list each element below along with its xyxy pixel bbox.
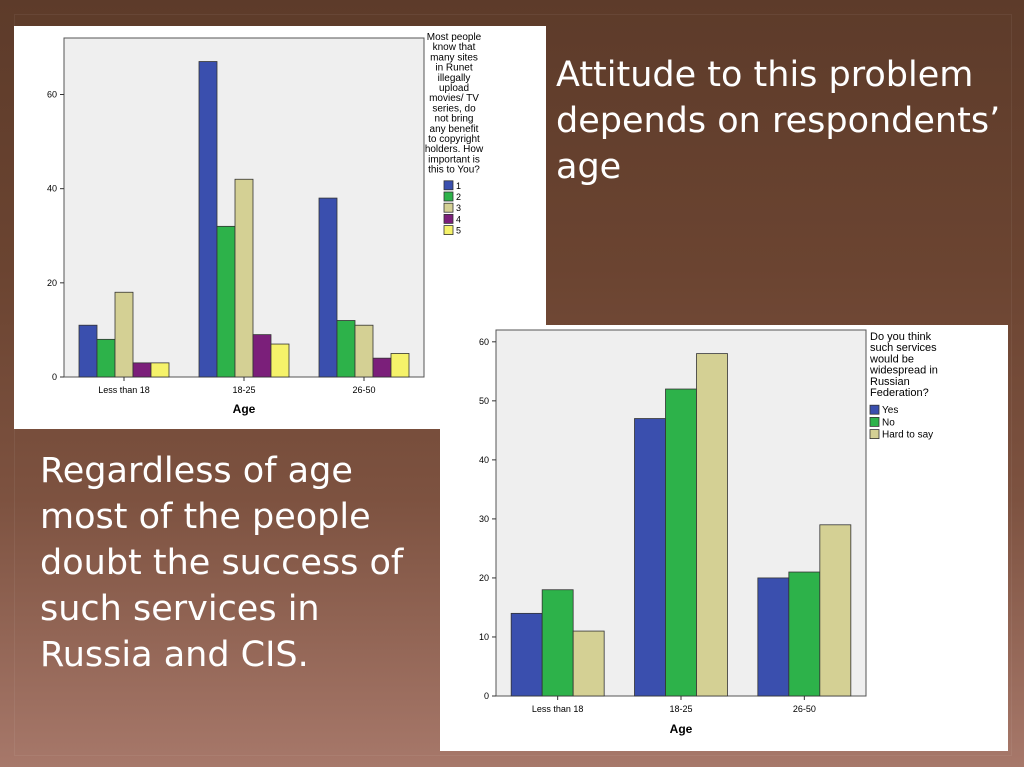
bar [234, 178, 254, 378]
slide-body-text: Regardless of age most of the people dou… [40, 451, 404, 675]
legend-title-line: in Runet [435, 63, 472, 74]
legend-title-line: such services [870, 342, 937, 354]
y-tick-label: 0 [52, 372, 57, 382]
legend-title-line: widespread in [869, 365, 938, 377]
legend-title-line: movies/ TV [429, 93, 479, 104]
bar [336, 320, 356, 378]
legend-title-line: not bring [435, 114, 474, 125]
chart1-svg: 0 20 40 60 Less than 18 18-25 26-50 Age Most peo… [47, 32, 484, 416]
x-tick-label: 18-25 [232, 385, 255, 395]
x-axis-label: Age [670, 722, 693, 736]
bar [372, 357, 392, 378]
bar [78, 324, 98, 378]
legend-swatch [443, 213, 454, 224]
legend-title-line: Do you think [870, 331, 932, 343]
legend-swatch [443, 225, 454, 236]
x-tick-label: 18-25 [669, 704, 692, 714]
bar [572, 630, 605, 697]
bar [757, 577, 790, 697]
bar [634, 418, 666, 697]
legend-swatch [869, 404, 880, 415]
bar [354, 324, 374, 378]
legend-swatch [443, 180, 454, 191]
y-tick-label: 50 [479, 396, 489, 406]
bar [150, 362, 170, 378]
y-tick-label: 0 [484, 691, 489, 701]
bar [541, 589, 574, 697]
bar [114, 291, 134, 378]
legend-swatch [869, 417, 880, 427]
legend-entry: Yes [882, 405, 898, 416]
chart2-svg: 0 10 20 30 40 50 60 Less than 18 18-25 26-50 Age Do… [479, 329, 938, 736]
bar [96, 338, 116, 378]
bar [252, 334, 272, 378]
y-tick-label: 30 [479, 514, 489, 524]
legend-entry: No [882, 417, 895, 428]
legend-swatch [443, 202, 454, 213]
legend-title-line: know that [433, 42, 476, 53]
y-tick-label: 20 [47, 278, 57, 288]
bar [132, 362, 152, 378]
legend-entry: 4 [456, 214, 461, 224]
legend-title-line: to copyright [428, 134, 480, 145]
legend-title-line: series, do [432, 103, 476, 114]
bar [819, 524, 852, 697]
chart-widespread-by-age: 0 10 20 30 40 50 60 Less than 18 18-25 26-50 Age Do… [440, 325, 1008, 751]
legend-swatch [443, 191, 454, 202]
bar [510, 612, 543, 697]
legend-title-line: Russian [870, 376, 910, 388]
bar [318, 197, 338, 378]
y-tick-label: 10 [479, 632, 489, 642]
y-tick-label: 40 [47, 184, 57, 194]
x-tick-label: 26-50 [793, 704, 816, 714]
bar [788, 571, 821, 697]
legend-title-line: any benefit [430, 124, 479, 135]
slide-heading: Attitude to this problem depends on resp… [556, 55, 1001, 187]
legend-entry: 5 [456, 226, 461, 236]
bar [390, 353, 410, 378]
x-axis-label: Age [233, 402, 256, 416]
legend-title-line: many sites [430, 52, 478, 63]
legend-title-line: would be [869, 353, 914, 365]
x-tick-label: Less than 18 [98, 385, 150, 395]
x-tick-label: Less than 18 [532, 704, 584, 714]
x-tick-label: 26-50 [352, 385, 375, 395]
legend-title-line: important is [428, 154, 480, 165]
bar [216, 225, 236, 378]
bar [270, 343, 290, 378]
legend-title-line: illegally [438, 73, 471, 84]
y-tick-label: 40 [479, 455, 489, 465]
legend-entry: Hard to say [882, 430, 933, 441]
legend-title-line: holders. How [425, 144, 484, 155]
legend-entry: 2 [456, 192, 461, 202]
legend-title-line: Federation? [870, 387, 929, 399]
bar [198, 61, 218, 378]
legend-title-line: this to You? [428, 165, 480, 176]
bar [696, 353, 728, 697]
legend-title-line: Most people [427, 32, 482, 43]
y-tick-label: 20 [479, 573, 489, 583]
legend-title-line: upload [439, 83, 469, 94]
y-tick-label: 60 [47, 90, 57, 100]
legend-swatch [869, 429, 880, 439]
y-tick-label: 60 [479, 337, 489, 347]
bar [665, 388, 697, 697]
legend-entry: 3 [456, 203, 461, 213]
legend-entry: 1 [456, 181, 461, 191]
